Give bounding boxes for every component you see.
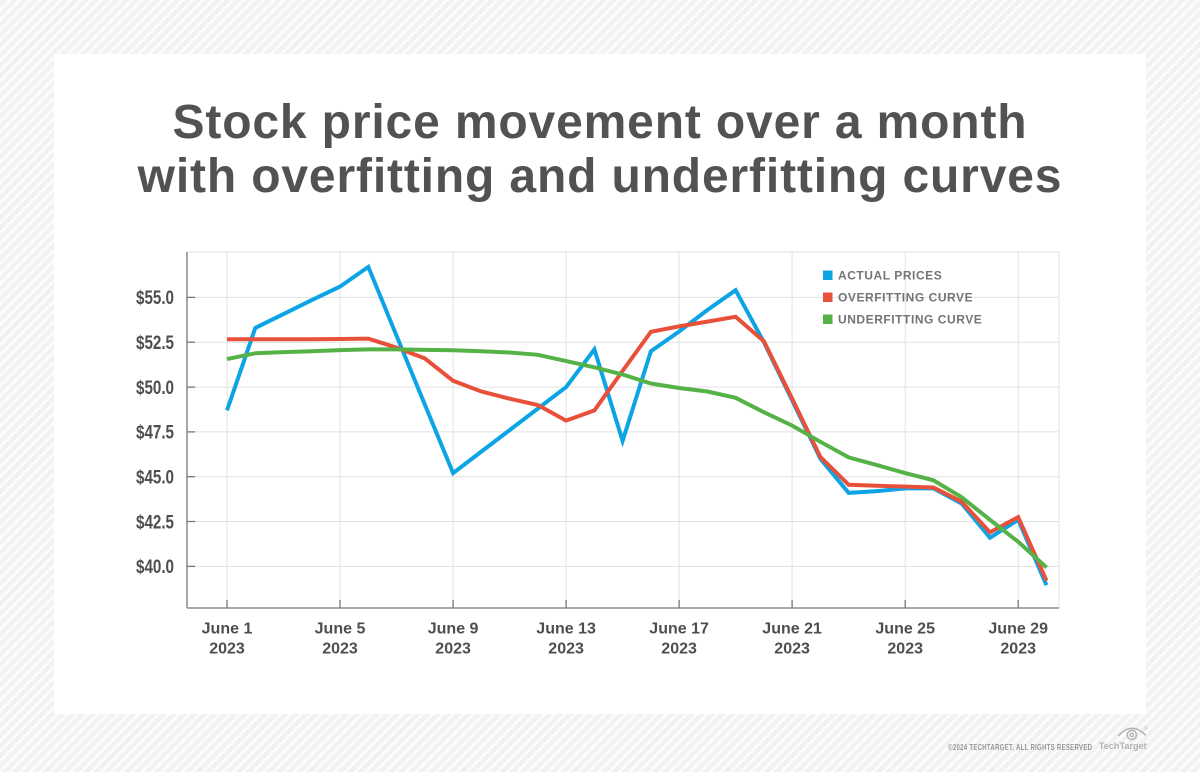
svg-text:$40.0: $40.0 — [136, 557, 174, 578]
svg-text:2023: 2023 — [435, 641, 471, 658]
svg-text:®: ® — [1144, 725, 1148, 731]
svg-text:June 29: June 29 — [988, 621, 1048, 638]
svg-text:$50.0: $50.0 — [136, 378, 174, 399]
svg-text:June 1: June 1 — [202, 621, 253, 638]
svg-text:TechTarget: TechTarget — [1099, 741, 1148, 752]
svg-text:2023: 2023 — [322, 641, 358, 658]
svg-text:UNDERFITTING CURVE: UNDERFITTING CURVE — [838, 313, 982, 327]
svg-text:2023: 2023 — [887, 641, 923, 658]
svg-text:June 17: June 17 — [649, 621, 709, 638]
svg-text:$55.0: $55.0 — [136, 288, 174, 309]
svg-text:$52.5: $52.5 — [136, 333, 174, 354]
svg-text:June 25: June 25 — [875, 621, 935, 638]
svg-text:June 9: June 9 — [428, 621, 479, 638]
svg-text:ACTUAL PRICES: ACTUAL PRICES — [838, 269, 942, 283]
svg-text:2023: 2023 — [1000, 641, 1036, 658]
svg-text:June 13: June 13 — [536, 621, 596, 638]
svg-text:$42.5: $42.5 — [136, 512, 174, 533]
svg-text:OVERFITTING CURVE: OVERFITTING CURVE — [838, 291, 973, 305]
svg-text:2023: 2023 — [774, 641, 810, 658]
svg-text:June 21: June 21 — [762, 621, 822, 638]
svg-text:2023: 2023 — [209, 641, 245, 658]
svg-text:$45.0: $45.0 — [136, 468, 174, 489]
svg-text:June 5: June 5 — [315, 621, 366, 638]
svg-text:$47.5: $47.5 — [136, 423, 174, 444]
svg-text:2023: 2023 — [661, 641, 697, 658]
svg-text:2023: 2023 — [548, 641, 584, 658]
